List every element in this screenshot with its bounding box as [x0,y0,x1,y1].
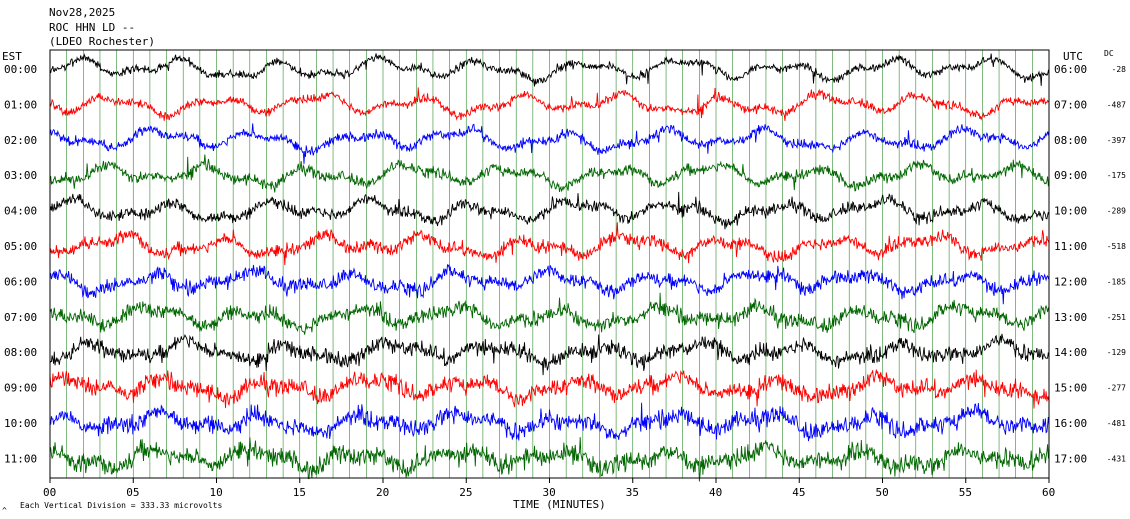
est-hour-label: 02:00 [4,134,37,147]
est-hour-label: 06:00 [4,275,37,288]
header-station: ROC HHN LD -- [49,21,135,34]
est-axis-title: EST [2,50,22,63]
corner-mark: ^ [2,506,7,515]
dc-offset-label: -481 [1107,419,1126,428]
header-date: Nov28,2025 [49,6,115,19]
dc-offset-label: -518 [1107,242,1126,251]
dc-column-title: DC [1104,49,1114,58]
dc-offset-label: -185 [1107,277,1126,286]
est-hour-label: 04:00 [4,205,37,218]
scale-note: Each Vertical Division = 333.33 microvol… [20,501,222,510]
trace-line [49,87,1050,122]
utc-hour-label: 17:00 [1054,452,1087,465]
dc-offset-label: -28 [1112,65,1127,74]
est-hour-label: 05:00 [4,240,37,253]
row-labels: 00:00 06:00 -28 01:00 07:00 -487 02:00 08:00 -39… [4,63,1126,465]
est-hour-label: 03:00 [4,169,37,182]
utc-hour-label: 14:00 [1054,346,1087,359]
x-tick-label: 50 [876,486,889,499]
est-hour-label: 07:00 [4,311,37,324]
trace-line [49,53,1050,87]
x-tick-label: 40 [709,486,722,499]
trace-line [49,191,1050,230]
trace-line [49,264,1050,305]
x-tick-label: 25 [459,486,472,499]
est-hour-label: 08:00 [4,346,37,359]
trace-line [49,123,1050,164]
utc-hour-label: 07:00 [1054,98,1087,111]
utc-hour-label: 13:00 [1054,311,1087,324]
trace-line [49,222,1050,266]
x-tick-label: 10 [210,486,223,499]
dc-offset-label: -431 [1107,454,1126,463]
trace-line [49,402,1050,442]
utc-hour-label: 12:00 [1054,275,1087,288]
x-tick-label: 05 [126,486,139,499]
x-tick-labels: 00 05 10 15 20 25 30 35 40 45 50 55 60 [43,478,1055,499]
dc-offset-label: -251 [1107,313,1126,322]
x-tick-label: 30 [543,486,556,499]
x-axis-label: TIME (MINUTES) [513,498,606,511]
trace-line [49,333,1050,376]
dc-offset-label: -129 [1107,348,1126,357]
trace-line [49,292,1050,335]
x-tick-label: 15 [293,486,306,499]
est-hour-label: 10:00 [4,417,37,430]
utc-hour-label: 11:00 [1054,240,1087,253]
trace-line [49,369,1050,409]
x-tick-label: 20 [376,486,389,499]
dc-offset-label: -397 [1107,136,1126,145]
est-hour-label: 09:00 [4,382,37,395]
utc-hour-label: 16:00 [1054,417,1087,430]
x-tick-label: 60 [1042,486,1055,499]
x-tick-label: 45 [792,486,805,499]
trace-line [49,437,1050,482]
x-tick-label: 55 [959,486,972,499]
utc-hour-label: 08:00 [1054,134,1087,147]
est-hour-label: 01:00 [4,98,37,111]
dc-offset-label: -175 [1107,171,1126,180]
utc-hour-label: 15:00 [1054,382,1087,395]
utc-axis-title: UTC [1063,50,1083,63]
est-hour-label: 11:00 [4,452,37,465]
dc-offset-label: -487 [1107,100,1126,109]
utc-hour-label: 06:00 [1054,63,1087,76]
dc-offset-label: -277 [1107,384,1126,393]
trace-group [49,53,1050,482]
header-network: (LDEO Rochester) [49,35,155,48]
utc-hour-label: 09:00 [1054,169,1087,182]
minute-grid [66,50,1033,478]
dc-offset-label: -289 [1107,207,1126,216]
est-hour-label: 00:00 [4,63,37,76]
trace-line [49,154,1050,193]
x-tick-label: 35 [626,486,639,499]
utc-hour-label: 10:00 [1054,205,1087,218]
x-tick-label: 00 [43,486,56,499]
